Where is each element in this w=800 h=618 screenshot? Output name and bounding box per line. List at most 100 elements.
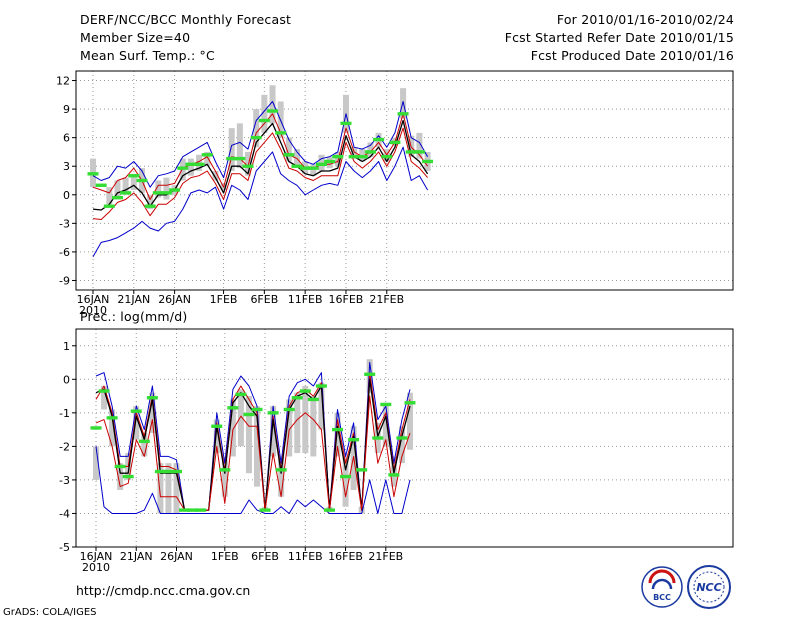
spread-box bbox=[114, 180, 121, 200]
y-tick-label: 0 bbox=[63, 189, 70, 202]
obs-marker bbox=[380, 402, 392, 407]
y-tick-label: -3 bbox=[59, 474, 70, 487]
obs-marker bbox=[120, 191, 132, 195]
spread-box bbox=[147, 194, 154, 210]
obs-marker bbox=[177, 166, 189, 170]
obs-marker bbox=[299, 166, 311, 170]
obs-marker bbox=[373, 137, 385, 142]
ncc-logo: NCC bbox=[687, 565, 731, 609]
spread-box bbox=[157, 463, 164, 514]
bcc-logo-text: BCC bbox=[653, 593, 671, 602]
x-tick-label: 6FEB bbox=[250, 293, 278, 306]
spread-box bbox=[237, 389, 244, 447]
header-left-3: Mean Surf. Temp.: °C bbox=[80, 48, 215, 63]
obs-marker bbox=[111, 195, 123, 200]
obs-marker bbox=[106, 416, 118, 420]
spread-box bbox=[269, 85, 276, 124]
x-tick-label: 16FEB bbox=[329, 293, 364, 306]
spread-box bbox=[93, 446, 99, 480]
x-tick-label: 21FEB bbox=[369, 293, 404, 306]
obs-marker bbox=[122, 474, 134, 479]
obs-marker bbox=[283, 153, 295, 157]
spread-box bbox=[285, 137, 292, 162]
x-tick-label: 11FEB bbox=[288, 293, 323, 306]
obs-marker bbox=[332, 154, 344, 159]
spread-box bbox=[302, 386, 309, 454]
spread-box bbox=[165, 463, 172, 514]
obs-marker bbox=[299, 389, 311, 393]
spread-box bbox=[253, 109, 260, 148]
obs-marker bbox=[90, 426, 102, 430]
spread-box bbox=[117, 463, 124, 490]
spread-box bbox=[106, 187, 113, 205]
header-right-1: For 2010/01/16-2010/02/24 bbox=[557, 12, 734, 27]
obs-marker bbox=[250, 135, 262, 140]
obs-marker bbox=[324, 159, 336, 164]
spread-box bbox=[133, 406, 140, 440]
footer-url[interactable]: http://cmdp.ncc.cma.gov.cn bbox=[76, 583, 250, 598]
spread-box bbox=[398, 426, 405, 464]
obs-marker bbox=[144, 204, 156, 208]
plot-frame bbox=[75, 70, 734, 291]
series-line-max bbox=[92, 101, 429, 188]
spread-box bbox=[334, 151, 341, 167]
ncc-logo-text: NCC bbox=[696, 581, 721, 594]
spread-box bbox=[212, 170, 219, 181]
obs-marker bbox=[291, 164, 303, 168]
obs-marker bbox=[95, 183, 107, 187]
obs-marker bbox=[171, 469, 182, 474]
spread-box bbox=[294, 392, 301, 454]
obs-marker bbox=[364, 150, 376, 154]
obs-marker bbox=[283, 407, 295, 412]
x-tick-label: 26JAN bbox=[158, 293, 191, 306]
obs-marker bbox=[185, 162, 197, 167]
y-tick-label: -3 bbox=[59, 217, 70, 230]
obs-marker bbox=[364, 372, 376, 376]
obs-marker bbox=[136, 178, 148, 183]
obs-marker bbox=[381, 154, 393, 159]
obs-marker bbox=[315, 384, 327, 388]
obs-marker bbox=[128, 174, 140, 178]
spread-box bbox=[342, 456, 349, 507]
obs-marker bbox=[315, 162, 327, 167]
obs-marker bbox=[267, 109, 279, 113]
obs-marker bbox=[251, 407, 263, 412]
obs-marker bbox=[307, 397, 319, 402]
obs-marker bbox=[227, 406, 239, 410]
spread-box bbox=[270, 406, 277, 457]
grads-credit: GrADS: COLA/IGES bbox=[3, 607, 97, 618]
header-left-1: DERF/NCC/BCC Monthly Forecast bbox=[80, 12, 291, 27]
spread-box bbox=[204, 151, 211, 167]
obs-marker bbox=[348, 154, 360, 159]
obs-marker bbox=[323, 508, 335, 512]
y-tick-label: 12 bbox=[56, 75, 70, 88]
series-line-max bbox=[95, 362, 411, 511]
series-line-min bbox=[92, 146, 429, 257]
x-tick-label: 6FEB bbox=[251, 550, 279, 563]
x-tick-label: 16JAN bbox=[80, 550, 113, 563]
obs-marker bbox=[275, 468, 287, 472]
x-tick-label: 26JAN bbox=[160, 550, 193, 563]
obs-marker bbox=[372, 436, 384, 440]
obs-marker bbox=[404, 401, 416, 405]
spread-box bbox=[367, 142, 374, 157]
spread-box bbox=[228, 128, 235, 171]
obs-marker bbox=[234, 156, 246, 161]
header-left-2: Member Size=40 bbox=[80, 30, 190, 45]
series-line-p10 bbox=[95, 395, 411, 511]
obs-marker bbox=[130, 409, 142, 413]
obs-marker bbox=[267, 411, 279, 415]
obs-marker bbox=[219, 468, 231, 472]
spread-box bbox=[245, 151, 252, 176]
obs-marker bbox=[201, 153, 213, 157]
x-tick-label: 21JAN bbox=[120, 550, 153, 563]
obs-marker bbox=[187, 508, 199, 512]
spread-box bbox=[130, 173, 137, 191]
y-tick-label: 9 bbox=[63, 103, 70, 116]
header-right-2: Fcst Started Refer Date 2010/01/15 bbox=[505, 30, 734, 45]
obs-marker bbox=[340, 474, 352, 479]
x-tick-label: 16JAN bbox=[77, 293, 110, 306]
obs-marker bbox=[146, 396, 158, 400]
